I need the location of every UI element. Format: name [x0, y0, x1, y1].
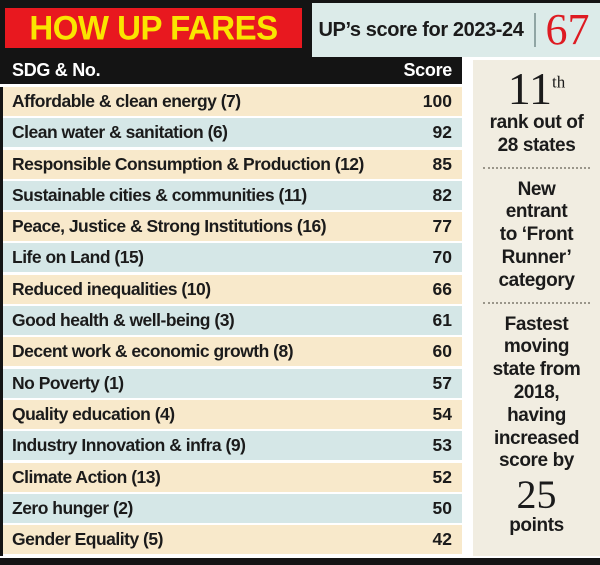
sdg-goal-label: No Poverty (1) [12, 372, 124, 393]
table-row: Decent work & economic growth (8) 60 [3, 337, 462, 367]
sdg-goal-label: Gender Equality (5) [12, 529, 163, 550]
sdg-goal-score: 92 [432, 122, 452, 143]
divider [483, 301, 590, 304]
table-row: Industry Innovation & infra (9) 53 [3, 431, 462, 461]
sdg-goal-label: Reduced inequalities (10) [12, 278, 211, 299]
table-row: Affordable & clean energy (7) 100 [3, 87, 462, 116]
sdg-goal-label: Life on Land (15) [12, 247, 144, 268]
table-row: Reduced inequalities (10) 66 [3, 274, 462, 304]
sdg-goal-label: Responsible Consumption & Production (12… [12, 153, 364, 174]
points-number: 25 [516, 472, 557, 518]
table-row: Climate Action (13) 52 [3, 462, 462, 492]
sdg-goal-score: 57 [432, 372, 452, 393]
sdg-goal-label: Quality education (4) [12, 403, 175, 424]
score-box: UP’s score for 2023-24 67 [312, 0, 600, 57]
entrant-text: New entrant to ‘Front Runner’ category [498, 178, 575, 291]
sdg-goal-score: 50 [432, 497, 452, 518]
table-body: Affordable & clean energy (7) 100 Clean wa… [0, 87, 462, 557]
column-header-goal: SDG & No. [12, 60, 101, 80]
sidebar: 11th rank out of 28 states New entrant t… [473, 60, 600, 557]
sdg-goal-score: 77 [432, 216, 452, 237]
table-row: Quality education (4) 54 [3, 399, 462, 429]
score-divider [533, 13, 536, 47]
sdg-goal-label: Decent work & economic growth (8) [12, 341, 294, 362]
sdg-goal-score: 66 [432, 278, 452, 299]
divider [483, 166, 590, 169]
header: HOW UP FARES UP’s score for 2023-24 67 [0, 0, 600, 57]
fastest-text: Fastest moving state from 2018, having i… [492, 313, 581, 472]
sdg-goal-label: Peace, Justice & Strong Institutions (16… [12, 216, 327, 237]
sdg-goal-label: Good health & well-being (3) [12, 310, 235, 331]
sdg-goal-score: 60 [432, 341, 452, 362]
rank-number: 11th [507, 63, 566, 114]
table-row: Sustainable cities & communities (11) 82 [3, 180, 462, 210]
gap [462, 57, 473, 557]
score-value: 67 [545, 5, 590, 54]
sdg-goal-score: 53 [432, 435, 452, 456]
table-header: SDG & No. Score [0, 57, 462, 84]
sdg-goal-score: 61 [432, 310, 452, 331]
sdg-table: SDG & No. Score Affordable & clean energ… [0, 57, 462, 557]
title-banner: HOW UP FARES [5, 8, 302, 48]
sdg-goal-label: Zero hunger (2) [12, 497, 133, 518]
table-row: Gender Equality (5) 42 [3, 525, 462, 555]
points-label: points [509, 515, 564, 537]
table-row: No Poverty (1) 57 [3, 368, 462, 398]
page-title: HOW UP FARES [29, 8, 278, 47]
table-row: Zero hunger (2) 50 [3, 493, 462, 523]
title-banner-frame: HOW UP FARES [0, 0, 312, 57]
main-area: SDG & No. Score Affordable & clean energ… [0, 57, 600, 557]
sdg-goal-score: 82 [432, 184, 452, 205]
rank-text: rank out of 28 states [489, 112, 584, 156]
sdg-goal-score: 85 [432, 153, 452, 174]
table-row: Clean water & sanitation (6) 92 [3, 118, 462, 148]
score-label: UP’s score for 2023-24 [318, 18, 524, 41]
sdg-goal-label: Industry Innovation & infra (9) [12, 435, 246, 456]
sdg-goal-score: 54 [432, 403, 452, 424]
sdg-goal-score: 70 [432, 247, 452, 268]
sdg-goal-label: Affordable & clean energy (7) [12, 91, 241, 111]
rank-ordinal-suffix: th [552, 72, 566, 92]
bottom-rule [0, 558, 600, 565]
sdg-goal-label: Sustainable cities & communities (11) [12, 184, 307, 205]
sdg-goal-score: 42 [432, 529, 452, 550]
sdg-goal-label: Clean water & sanitation (6) [12, 122, 228, 143]
table-row: Good health & well-being (3) 61 [3, 306, 462, 336]
table-row: Life on Land (15) 70 [3, 243, 462, 273]
sdg-goal-score: 100 [422, 91, 452, 111]
table-row: Peace, Justice & Strong Institutions (16… [3, 212, 462, 242]
sdg-goal-score: 52 [432, 466, 452, 487]
table-row: Responsible Consumption & Production (12… [3, 149, 462, 179]
sdg-goal-label: Climate Action (13) [12, 466, 161, 487]
column-header-score: Score [403, 60, 452, 80]
